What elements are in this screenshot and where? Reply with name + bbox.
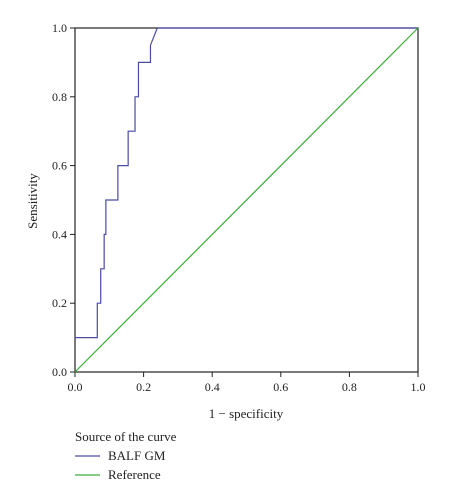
legend: Source of the curve BALF GM Reference (75, 429, 177, 482)
y-tick-label: 1.0 (52, 21, 67, 35)
y-tick-label: 0.8 (52, 90, 67, 104)
x-axis-ticks: 0.0 0.2 0.4 0.6 0.8 1.0 (68, 372, 426, 394)
series-line-balf-gm (75, 27, 418, 339)
x-axis-label: 1 − specificity (209, 406, 284, 421)
series-layer (74, 27, 419, 373)
x-tick-label: 0.2 (136, 380, 151, 394)
y-axis-label: Sensitivity (25, 173, 40, 229)
legend-entry-label: BALF GM (108, 448, 166, 463)
y-tick-label: 0.6 (52, 159, 67, 173)
x-tick-label: 0.0 (68, 380, 83, 394)
x-tick-label: 0.6 (273, 380, 288, 394)
x-tick-label: 1.0 (411, 380, 426, 394)
legend-title: Source of the curve (75, 429, 177, 444)
y-tick-label: 0.0 (52, 365, 67, 379)
y-axis-ticks: 0.0 0.2 0.4 0.6 0.8 1.0 (52, 21, 75, 379)
y-tick-label: 0.4 (52, 227, 67, 241)
x-tick-label: 0.8 (342, 380, 357, 394)
x-tick-label: 0.4 (205, 380, 220, 394)
series-line-reference (74, 27, 419, 373)
legend-entry-label: Reference (108, 467, 161, 482)
y-tick-label: 0.2 (52, 296, 67, 310)
